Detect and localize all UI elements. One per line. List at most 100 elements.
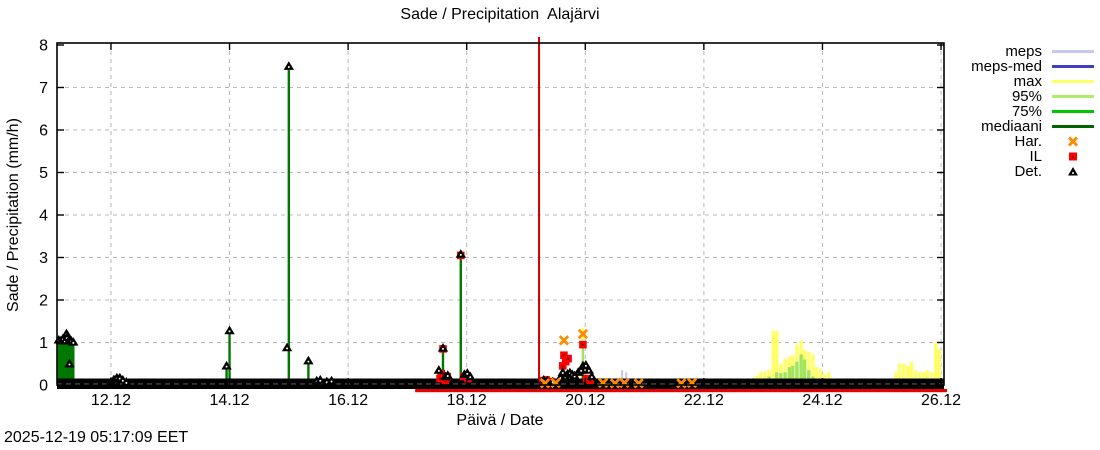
x-tick-label: 20.12 xyxy=(565,392,605,409)
il-point-center xyxy=(566,357,570,360)
det-point xyxy=(64,358,75,368)
max-bar xyxy=(807,351,811,385)
max-bar xyxy=(771,331,775,385)
det-point-center xyxy=(561,372,564,375)
har-point xyxy=(558,335,570,346)
y-tick-label: 4 xyxy=(39,208,48,225)
chart-title: Sade / Precipitation Alajärvi xyxy=(400,6,600,23)
max-bar xyxy=(811,354,815,385)
legend-label: Har. xyxy=(1014,133,1042,150)
det-point-center xyxy=(584,364,587,367)
max-bar xyxy=(925,370,930,385)
legend-label: mediaani xyxy=(981,118,1042,135)
max-bar xyxy=(763,371,767,385)
timestamp: 2025-12-19 05:17:09 EET xyxy=(4,429,189,446)
det-point-center xyxy=(307,360,310,363)
x-tick-label: 18.12 xyxy=(447,392,487,409)
legend-row: 75% xyxy=(930,104,1096,119)
det-point-center xyxy=(228,330,231,333)
legend-row: Har. xyxy=(930,134,1096,149)
legend-swatch-line xyxy=(1050,119,1096,134)
y-axis-title: Sade / Precipitation (mm/h) xyxy=(5,118,22,312)
har-point xyxy=(577,328,589,340)
il-point-center xyxy=(562,354,566,357)
il-point-center xyxy=(561,364,564,368)
p95-bar xyxy=(802,359,807,385)
det-point-center xyxy=(68,363,71,366)
p95-bar xyxy=(799,354,803,385)
il-zero-line xyxy=(415,389,947,393)
legend-label: Det. xyxy=(1014,163,1042,180)
legend-swatch-square xyxy=(1050,149,1096,164)
legend-label: 95% xyxy=(1011,88,1042,105)
legend-swatch-line xyxy=(1050,89,1096,104)
det-point-center xyxy=(587,369,590,372)
x-tick-label: 16.12 xyxy=(328,392,368,409)
har-point xyxy=(609,378,621,389)
det-point xyxy=(433,365,445,374)
max-bar xyxy=(909,361,914,385)
il-point-center xyxy=(438,377,442,380)
legend-label: meps xyxy=(1005,43,1042,60)
det-point xyxy=(281,342,293,352)
max-bar xyxy=(906,365,910,385)
legend-swatch-line xyxy=(1050,44,1096,59)
max-bar xyxy=(783,358,787,385)
det-point-center xyxy=(121,379,124,382)
det-point-center xyxy=(319,379,322,382)
y-tick-label: 1 xyxy=(39,335,48,352)
det-point-center xyxy=(573,375,576,378)
det-point xyxy=(283,61,295,70)
max-bar xyxy=(897,363,902,385)
det-point xyxy=(326,375,337,385)
il-point-center xyxy=(581,343,585,346)
x-tick-label: 24.12 xyxy=(802,392,842,409)
legend-swatch-line xyxy=(1050,74,1096,89)
max-bar xyxy=(901,363,906,385)
det-point-center xyxy=(590,376,593,379)
max-bar xyxy=(913,370,918,385)
y-tick-label: 7 xyxy=(39,80,48,97)
legend-row: mediaani xyxy=(930,119,1096,134)
y-tick-label: 0 xyxy=(39,378,48,395)
det-point-center xyxy=(437,369,440,372)
det-point xyxy=(583,365,595,374)
det-point-center xyxy=(459,253,462,256)
y-tick-label: 6 xyxy=(39,123,48,140)
p95-bar xyxy=(795,361,799,385)
det-point xyxy=(465,371,476,381)
legend-swatch-x-cross xyxy=(1050,134,1096,149)
legend-swatch-triangle xyxy=(1050,164,1096,179)
x-axis-title: Päivä / Date xyxy=(456,412,544,429)
legend-swatch-line xyxy=(1050,59,1096,74)
det-point-center xyxy=(330,380,333,383)
det-point xyxy=(455,249,466,258)
det-point-center xyxy=(286,347,289,350)
x-tick-label: 26.12 xyxy=(921,392,961,409)
legend-swatch-line xyxy=(1050,104,1096,119)
legend-label: max xyxy=(1013,73,1042,90)
x-tick-label: 22.12 xyxy=(684,392,724,409)
il-point-center xyxy=(588,379,592,382)
max-bar xyxy=(933,342,938,385)
det-point xyxy=(224,325,235,335)
legend-label: IL xyxy=(1029,148,1042,165)
det-point xyxy=(61,328,72,338)
x-tick-label: 12.12 xyxy=(91,392,131,409)
p95-bar xyxy=(807,370,811,385)
max-bar xyxy=(814,367,819,385)
x-tick-label: 14.12 xyxy=(210,392,250,409)
det-point xyxy=(68,337,79,346)
max-bar xyxy=(818,368,823,385)
det-point-center xyxy=(441,347,444,350)
legend: meps meps-med max 95% 75% mediaani Har. IL Det. xyxy=(930,44,1096,179)
det-point xyxy=(442,370,453,379)
legend-label: meps-med xyxy=(971,58,1042,75)
legend-row: 95% xyxy=(930,89,1096,104)
det-point xyxy=(315,374,326,384)
legend-row: IL xyxy=(930,149,1096,164)
det-point-center xyxy=(446,375,449,378)
y-tick-label: 8 xyxy=(39,38,48,55)
